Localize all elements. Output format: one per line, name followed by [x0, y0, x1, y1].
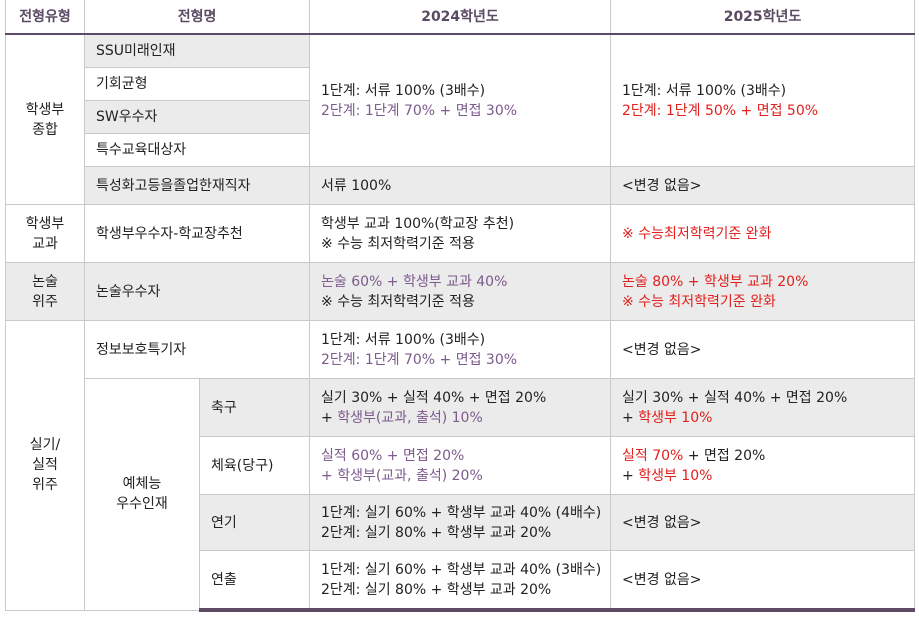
criteria-2025: 논술 80% + 학생부 교과 20% ※ 수능 최저학력기준 완화	[610, 262, 916, 321]
criteria-2024: 1단계: 서류 100% (3배수) 2단계: 1단계 70% + 면접 30%	[309, 320, 612, 379]
criteria-2025: <변경 없음>	[610, 166, 916, 205]
type-cell-gpa: 학생부 교과	[5, 204, 85, 263]
program-name: 정보보호특기자	[83, 320, 311, 379]
criteria-2025: 실적 70% + 면접 20% + 학생부 10%	[610, 436, 916, 495]
type-cell-practical: 실기/ 실적 위주	[5, 320, 85, 611]
header-type: 전형유형	[5, 0, 85, 35]
header-2024: 2024학년도	[309, 0, 612, 35]
header-2025: 2025학년도	[610, 0, 916, 35]
type-cell-essay: 논술 위주	[5, 262, 85, 321]
program-name: SW우수자	[83, 100, 311, 134]
header-name: 전형명	[83, 0, 311, 35]
criteria-2025: ※ 수능최저학력기준 완화	[610, 204, 916, 263]
criteria-2024: 1단계: 실기 60% + 학생부 교과 40% (4배수) 2단계: 실기 8…	[309, 494, 612, 551]
criteria-2024: 서류 100%	[309, 166, 612, 205]
criteria-2024: 학생부 교과 100%(학교장 추천) ※ 수능 최저학력기준 적용	[309, 204, 612, 263]
criteria-2024: 논술 60% + 학생부 교과 40% ※ 수능 최저학력기준 적용	[309, 262, 612, 321]
sub-program-name: 체육(당구)	[198, 436, 311, 495]
criteria-2025: <변경 없음>	[610, 550, 916, 612]
criteria-2024: 1단계: 실기 60% + 학생부 교과 40% (3배수) 2단계: 실기 8…	[309, 550, 612, 612]
program-name: SSU미래인재	[83, 33, 311, 68]
sub-program-name: 축구	[198, 378, 311, 437]
sub-program-name: 연기	[198, 494, 311, 551]
criteria-2024: 실적 60% + 면접 20% + 학생부(교과, 출석) 20%	[309, 436, 612, 495]
criteria-2025: <변경 없음>	[610, 320, 916, 379]
program-name: 학생부우수자-학교장추천	[83, 204, 311, 263]
program-group: 예체능 우수인재	[84, 378, 200, 611]
admission-comparison-table: 전형유형 전형명 2024학년도 2025학년도 학생부 종합 SSU미래인재 …	[5, 0, 916, 612]
criteria-2024: 1단계: 서류 100% (3배수) 2단계: 1단계 70% + 면접 30%	[309, 33, 612, 167]
criteria-2025: <변경 없음>	[610, 494, 916, 551]
type-cell-comprehensive: 학생부 종합	[5, 33, 85, 205]
criteria-2024: 실기 30% + 실적 40% + 면접 20% + 학생부(교과, 출석) 1…	[309, 378, 612, 437]
program-name: 특수교육대상자	[83, 133, 311, 167]
criteria-2025: 1단계: 서류 100% (3배수) 2단계: 1단계 50% + 면접 50%	[610, 33, 916, 167]
program-name: 특성화고등을졸업한재직자	[83, 166, 311, 205]
program-name: 기회균형	[83, 67, 311, 101]
criteria-2025: 실기 30% + 실적 40% + 면접 20% + 학생부 10%	[610, 378, 916, 437]
program-name: 논술우수자	[83, 262, 311, 321]
sub-program-name: 연출	[198, 550, 311, 612]
